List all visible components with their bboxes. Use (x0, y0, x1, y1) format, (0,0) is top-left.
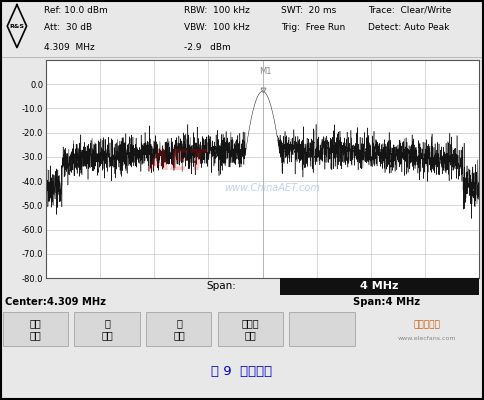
Text: Span:4 MHz: Span:4 MHz (353, 298, 421, 307)
Text: AET: AET (149, 148, 208, 176)
Text: -2.9   dBm: -2.9 dBm (184, 43, 231, 52)
Text: VBW:  100 kHz: VBW: 100 kHz (184, 23, 250, 32)
Text: Center:4.309 MHz: Center:4.309 MHz (5, 298, 106, 307)
Text: 手动
频宽: 手动 频宽 (30, 318, 42, 340)
Text: Span:: Span: (206, 282, 236, 291)
Text: www.ChinaAET.com: www.ChinaAET.com (225, 183, 320, 193)
Text: SWT:  20 ms: SWT: 20 ms (281, 6, 336, 15)
Text: M1: M1 (259, 67, 272, 76)
Text: 上一次
频宽: 上一次 频宽 (242, 318, 259, 340)
Bar (75, 312, 140, 346)
Text: RBW:  100 kHz: RBW: 100 kHz (184, 6, 250, 15)
Text: Trig:  Free Run: Trig: Free Run (281, 23, 345, 32)
Bar (218, 312, 283, 346)
Text: 电子发烧友: 电子发烧友 (414, 320, 441, 329)
Text: Ref: 10.0 dBm: Ref: 10.0 dBm (44, 6, 107, 15)
Bar (280, 278, 479, 295)
Bar (3, 312, 68, 346)
Text: 4.309  MHz: 4.309 MHz (44, 43, 94, 52)
Text: 全
频宽: 全 频宽 (102, 318, 113, 340)
Text: 图 9  中频输出: 图 9 中频输出 (212, 365, 272, 378)
Bar (289, 312, 355, 346)
Text: 零
频宽: 零 频宽 (173, 318, 185, 340)
Text: Detect: Auto Peak: Detect: Auto Peak (368, 23, 449, 32)
Text: Att:  30 dB: Att: 30 dB (44, 23, 91, 32)
Text: www.elecfans.com: www.elecfans.com (398, 336, 456, 341)
Text: 4 MHz: 4 MHz (361, 282, 399, 291)
Text: Trace:  Clear/Write: Trace: Clear/Write (368, 6, 451, 15)
Bar (146, 312, 212, 346)
Text: R&S: R&S (10, 24, 24, 29)
